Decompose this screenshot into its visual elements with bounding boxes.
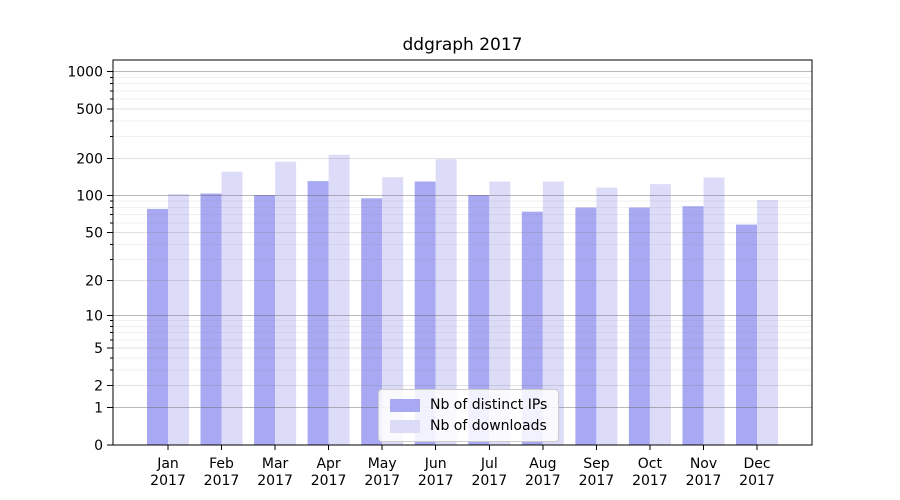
gridlines: [113, 71, 812, 408]
x-tick-label-year: 2017: [686, 473, 722, 489]
bar-downloads-jan: [168, 194, 189, 445]
x-tick-label-month: Dec: [743, 456, 770, 472]
x-tick-label-month: Nov: [690, 456, 717, 472]
legend-swatch-distinct-ips: [390, 398, 420, 412]
chart-title: ddgraph 2017: [402, 35, 523, 55]
x-tick-label-year: 2017: [471, 473, 507, 489]
x-tick-label-year: 2017: [739, 473, 775, 489]
bar-distinct-ips-dec: [736, 224, 757, 445]
y-tick-label: 2: [94, 379, 103, 395]
bars-layer: [147, 154, 778, 445]
bar-distinct-ips-may: [361, 198, 383, 445]
x-tick-label-year: 2017: [311, 473, 347, 489]
y-tick-label: 100: [76, 189, 103, 205]
plot-border: [112, 59, 813, 446]
bar-distinct-ips-mar: [254, 195, 276, 445]
bar-distinct-ips-sep: [575, 207, 597, 445]
y-tick-label: 200: [76, 151, 103, 167]
x-tick-label-year: 2017: [418, 473, 454, 489]
y-tick-label: 50: [85, 226, 103, 242]
y-tick-label: 1: [94, 401, 103, 417]
x-tick-label-month: Jul: [480, 456, 498, 472]
x-tick-label-year: 2017: [364, 473, 400, 489]
bar-downloads-sep: [596, 187, 618, 445]
legend-swatch-downloads: [390, 419, 420, 433]
bar-downloads-oct: [649, 184, 671, 445]
x-tick-label-year: 2017: [150, 473, 186, 489]
x-tick-label-month: Feb: [209, 456, 234, 472]
bar-distinct-ips-apr: [307, 181, 329, 445]
x-tick-label-year: 2017: [579, 473, 615, 489]
bar-downloads-aug: [542, 181, 564, 445]
x-tick-label-year: 2017: [525, 473, 561, 489]
axis-ticks: 01251020501002005001000Jan2017Feb2017Mar…: [67, 65, 774, 489]
x-tick-label-month: Mar: [262, 456, 289, 472]
bar-distinct-ips-jan: [147, 208, 168, 445]
x-tick-label-month: Jun: [424, 456, 447, 472]
bar-downloads-nov: [703, 177, 725, 445]
y-tick-label: 5: [94, 341, 103, 357]
legend: Nb of distinct IPs Nb of downloads: [378, 389, 560, 442]
bar-distinct-ips-oct: [628, 207, 650, 445]
y-tick-label: 0: [94, 438, 103, 454]
legend-item-distinct-ips: Nb of distinct IPs: [390, 397, 547, 413]
y-tick-label: 10: [85, 308, 103, 324]
bar-distinct-ips-jun: [414, 181, 436, 445]
bar-distinct-ips-aug: [521, 211, 543, 445]
bar-downloads-mar: [275, 161, 297, 445]
y-tick-label: 500: [76, 102, 103, 118]
y-tick-label: 1000: [67, 65, 103, 81]
bar-downloads-feb: [221, 171, 243, 445]
bar-downloads-may: [382, 177, 404, 445]
legend-item-downloads: Nb of downloads: [390, 418, 547, 434]
x-tick-label-month: Jan: [156, 456, 179, 472]
x-tick-label-year: 2017: [204, 473, 240, 489]
legend-label-downloads: Nb of downloads: [430, 418, 547, 434]
bar-downloads-jun: [435, 159, 457, 445]
x-tick-label-month: Oct: [638, 456, 663, 472]
x-tick-label-month: Sep: [583, 456, 610, 472]
bar-distinct-ips-feb: [200, 193, 222, 445]
x-tick-label-year: 2017: [257, 473, 293, 489]
legend-label-distinct-ips: Nb of distinct IPs: [430, 397, 548, 413]
x-tick-label-month: Apr: [316, 456, 340, 472]
y-tick-label: 20: [85, 274, 103, 290]
x-tick-label-month: Aug: [529, 456, 556, 472]
x-tick-label-month: May: [368, 456, 397, 472]
bar-downloads-jul: [489, 181, 511, 445]
bar-downloads-apr: [328, 154, 350, 445]
bar-downloads-dec: [757, 200, 778, 445]
x-tick-label-year: 2017: [632, 473, 668, 489]
bar-distinct-ips-jul: [468, 195, 490, 445]
bar-distinct-ips-nov: [682, 206, 704, 445]
